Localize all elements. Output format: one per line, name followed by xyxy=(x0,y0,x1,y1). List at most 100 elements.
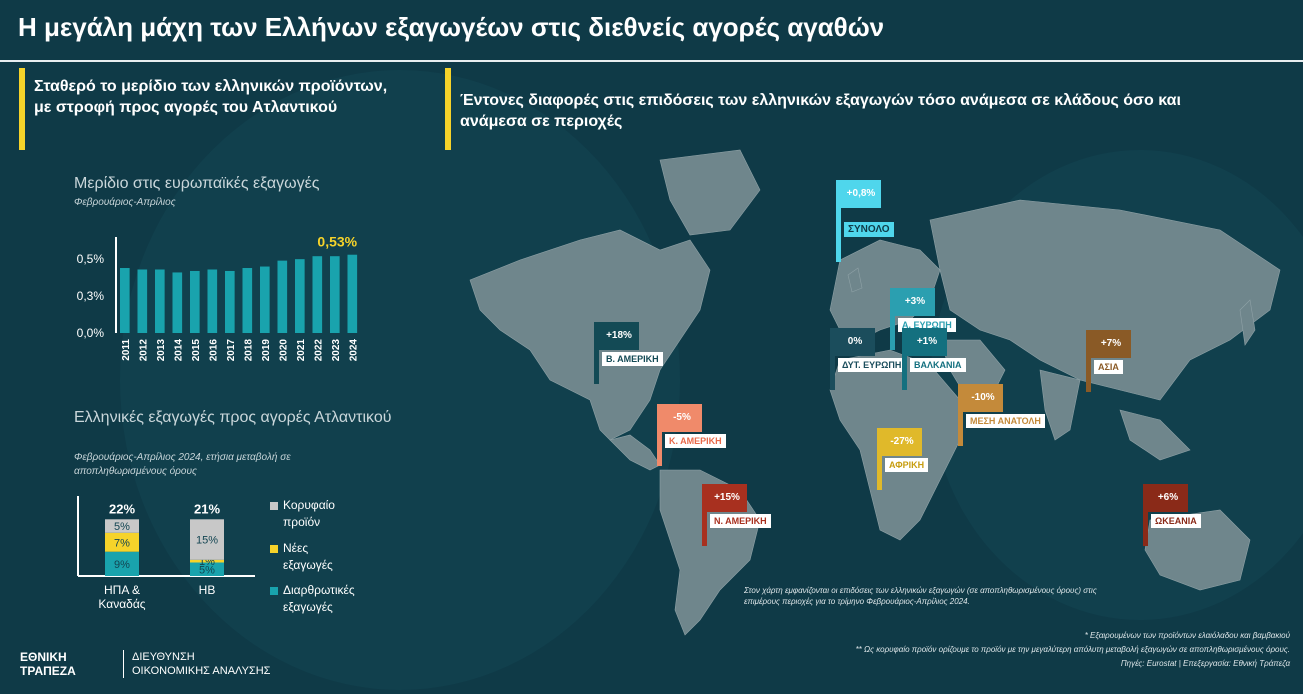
right-heading: Έντονες διαφορές στις επιδόσεις των ελλη… xyxy=(460,92,1181,130)
flag-balkans xyxy=(907,328,947,356)
chart1-subtitle: Φεβρουάριος-Απρίλιος xyxy=(74,197,176,208)
world-map xyxy=(469,149,1281,636)
header-bar: Η μεγάλη μάχη των Ελλήνων εξαγωγέων στις… xyxy=(0,0,1303,62)
flag-west-europe xyxy=(835,328,875,356)
total-label: 22% xyxy=(109,501,135,516)
bar xyxy=(295,259,305,333)
legend-swatch-new-exports xyxy=(270,545,278,553)
department-name: ΔΙΕΥΘΥΝΣΗ ΟΙΚΟΝΟΜΙΚΗΣ ΑΝΑΛΥΣΗΣ xyxy=(123,650,270,678)
flag-label-total: ΣΥΝΟΛΟ xyxy=(844,222,894,237)
bar xyxy=(242,268,253,333)
flag-label-south-america: Ν. ΑΜΕΡΙΚΗ xyxy=(710,514,771,528)
segment-label: 7% xyxy=(114,537,130,549)
category-label: Καναδάς xyxy=(98,597,145,611)
flag-pole-balkans xyxy=(902,328,907,390)
map-central-america xyxy=(609,434,661,471)
nbg-logo: ΕΘΝΙΚΗ ΤΡΑΠΕΖΑ xyxy=(20,650,76,678)
flag-label-middle-east: ΜΕΣΗ ΑΝΑΤΟΛΗ xyxy=(966,414,1045,428)
x-tick-label: 2018 xyxy=(243,339,254,362)
category-label: ΗΠΑ & xyxy=(104,583,140,597)
flag-asia xyxy=(1091,330,1131,358)
flag-value-total: +0,8% xyxy=(846,188,876,199)
x-tick-label: 2013 xyxy=(156,339,167,362)
flag-pole-africa xyxy=(877,428,882,490)
bar xyxy=(277,260,288,333)
map-australia xyxy=(1144,509,1251,591)
chart1-title: Μερίδιο στις ευρωπαϊκές εξαγωγές xyxy=(74,175,320,192)
x-tick-label: 2016 xyxy=(208,339,219,362)
segment-label: 9% xyxy=(114,559,130,571)
stacked-segment xyxy=(190,562,224,576)
bar xyxy=(172,272,183,333)
x-tick-label: 2020 xyxy=(278,339,289,362)
logo-line2: ΤΡΑΠΕΖΑ xyxy=(20,664,76,678)
flag-oceania xyxy=(1148,484,1188,512)
bar xyxy=(260,266,270,333)
flag-middle-east xyxy=(963,384,1003,412)
flag-value-central-america: -5% xyxy=(673,412,691,423)
map-india xyxy=(1039,369,1081,441)
total-label: 21% xyxy=(194,501,220,516)
segment-label: 5% xyxy=(199,564,215,576)
map-japan xyxy=(1239,299,1256,346)
flag-north-america xyxy=(599,322,639,350)
bar xyxy=(137,269,148,333)
left-heading-accent xyxy=(19,68,25,150)
department-line1: ΔΙΕΥΘΥΝΣΗ xyxy=(132,651,195,663)
page-title: Η μεγάλη μάχη των Ελλήνων εξαγωγέων στις… xyxy=(18,12,885,42)
x-tick-label: 2022 xyxy=(313,339,324,362)
map-asia xyxy=(929,199,1281,401)
flag-east-europe xyxy=(895,288,935,316)
flag-pole-total xyxy=(836,180,841,262)
x-tick-label: 2015 xyxy=(191,339,202,362)
legend-top-product: Κορυφαίο προϊόν xyxy=(283,498,335,529)
chart2-title: Ελληνικές εξαγωγές προς αγορές Ατλαντικο… xyxy=(74,409,392,426)
chart2-subtitle: Φεβρουάριος-Απρίλιος 2024, ετήσια μεταβο… xyxy=(74,452,291,477)
flag-value-south-america: +15% xyxy=(714,492,740,503)
flag-value-north-america: +18% xyxy=(606,330,632,341)
flag-pole-west-europe xyxy=(830,328,835,390)
x-tick-label: 2017 xyxy=(226,339,237,362)
x-tick-label: 2024 xyxy=(348,339,359,362)
flag-label-north-america: Β. ΑΜΕΡΙΚΗ xyxy=(602,352,663,366)
flag-label-central-america: Κ. ΑΜΕΡΙΚΗ xyxy=(665,434,726,448)
bar xyxy=(155,269,165,333)
flag-pole-oceania xyxy=(1143,484,1148,546)
flag-pole-north-america xyxy=(594,322,599,384)
stacked-segment xyxy=(190,519,224,560)
legend-structural: Διαρθρωτικές εξαγωγές xyxy=(283,583,355,614)
bar xyxy=(120,268,130,333)
logo-line1: ΕΘΝΙΚΗ xyxy=(20,650,67,664)
flag-south-america xyxy=(707,484,747,512)
y-tick-label: 0,0% xyxy=(77,326,105,340)
x-tick-label: 2019 xyxy=(261,339,272,362)
flag-value-balkans: +1% xyxy=(916,336,938,347)
map-se-asia xyxy=(1119,409,1191,461)
source-note: Πηγές: Eurostat | Επεξεργασία: Εθνική Τρ… xyxy=(1120,659,1290,668)
department-line2: ΟΙΚΟΝΟΜΙΚΗΣ ΑΝΑΛΥΣΗΣ xyxy=(132,665,271,677)
flag-label-oceania: ΩΚΕΑΝΙΑ xyxy=(1151,514,1201,528)
x-tick-label: 2012 xyxy=(138,339,149,362)
flag-value-west-europe: 0% xyxy=(847,336,863,347)
stacked-segment xyxy=(105,519,139,533)
flag-label-asia: ΑΣΙΑ xyxy=(1094,360,1123,374)
bar xyxy=(207,269,218,333)
flag-label-africa: ΑΦΡΙΚΗ xyxy=(885,458,929,472)
share-bar-chart: 0,0% 0,3% 0,5% 2011 2012 2013 2014 2015 2016 2017… xyxy=(77,234,360,362)
x-tick-label: 2023 xyxy=(331,339,342,362)
stacked-segment xyxy=(105,551,139,576)
flag-pole-south-america xyxy=(702,484,707,546)
right-heading-accent xyxy=(445,68,451,150)
legend-swatch-top-product xyxy=(270,502,278,510)
segment-label: 15% xyxy=(196,535,218,547)
map-note: Στον χάρτη εμφανίζονται οι επιδόσεις των… xyxy=(744,586,1097,606)
y-tick-label: 0,3% xyxy=(77,289,105,303)
x-tick-label: 2011 xyxy=(121,339,132,361)
flag-value-middle-east: -10% xyxy=(971,392,995,403)
flag-value-oceania: +6% xyxy=(1157,492,1179,503)
flag-label-balkans: ΒΑΛΚΑΝΙΑ xyxy=(910,358,966,372)
x-tick-label: 2014 xyxy=(173,339,184,362)
y-tick-label: 0,5% xyxy=(77,252,105,266)
stacked-segment xyxy=(190,559,224,563)
